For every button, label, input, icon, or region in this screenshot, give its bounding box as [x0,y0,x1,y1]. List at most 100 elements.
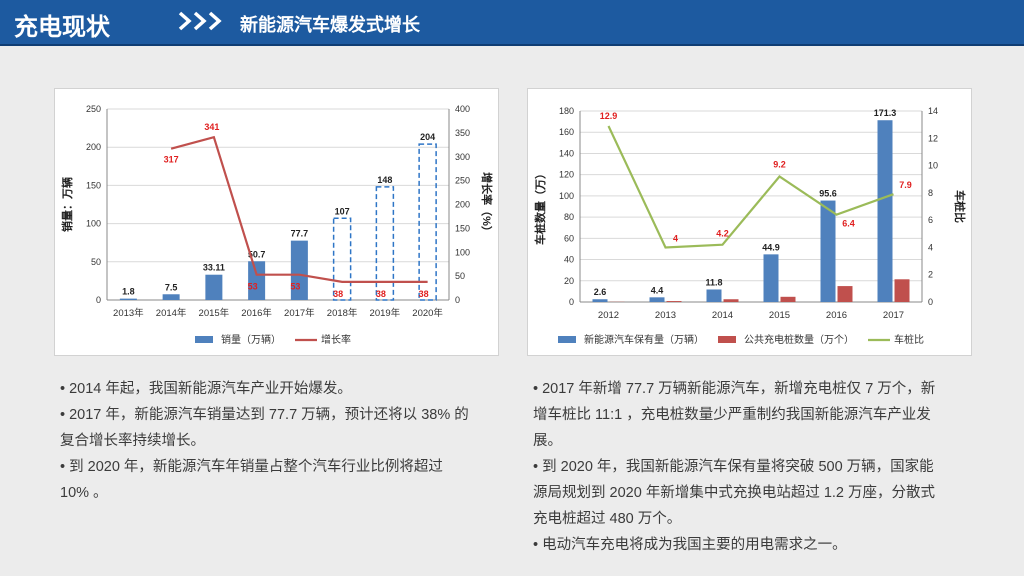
bar-projected [332,217,352,301]
bar [119,298,137,300]
x-tick-label: 2013年 [113,307,144,319]
y2-tick-label: 200 [455,200,470,210]
y-tick-label: 180 [559,106,574,116]
y2-tick-label: 100 [455,247,470,257]
note-right-line: • 到 2020 年，我国新能源汽车保有量将突破 500 万辆，国家能 [533,459,934,475]
header-bar: 充电现状 新能源汽车爆发式增长 [0,0,1024,46]
bar [877,120,893,303]
y2-tick-label: 2 [928,270,933,280]
bar [894,279,910,302]
line-data-label: 4.2 [716,229,729,239]
x-tick-label: 2016 [826,310,847,321]
bar [248,261,266,300]
bar-data-label: 95.6 [819,189,837,199]
ownership-chart-panel: 0 20 40 60 80 100 120 140 160 180 0 2 4 6 8 10 12 14 2012 2… [527,88,972,356]
bar [205,274,223,300]
x-tick-label: 2019年 [370,307,401,319]
y-tick-label: 60 [564,233,574,243]
x-tick-label: 2018年 [327,307,358,319]
y-tick-label: 100 [86,219,101,229]
y2-tick-label: 0 [455,295,460,305]
legend-label: 车桩比 [894,333,924,346]
x-tick-label: 2015年 [199,307,230,319]
bar-data-label: 4.4 [651,285,664,295]
x-tick-label: 2020年 [412,307,443,319]
x-tick-label: 2016年 [241,307,272,319]
notes-left: • 2014 年起，我国新能源汽车产业开始爆发。 • 2017 年，新能源汽车销量… [60,376,500,506]
note-left-line: • 到 2020 年，新能源汽车年销量占整个汽车行业比例将超过 [60,459,443,475]
bar-data-label: 1.8 [122,287,135,297]
y2-tick-label: 400 [455,104,470,114]
note-right-line: • 电动汽车充电将成为我国主要的用电需求之一。 [533,537,847,553]
legend-label: 公共充电桩数量（万个） [744,333,854,346]
bar-data-label: 204 [420,132,435,142]
bar [162,294,180,300]
y2-axis-title: 增长率（%） [480,172,494,237]
line-data-label: 38 [419,289,429,299]
y-tick-label: 140 [559,148,574,158]
line-data-label: 12.9 [600,111,618,121]
bar [780,296,796,302]
y2-tick-label: 0 [928,297,933,307]
y-axis-title: 销量：万辆 [60,177,74,232]
x-tick-label: 2014 [712,310,733,321]
x-tick-label: 2013 [655,310,676,321]
note-right-line: • 2017 年新增 77.7 万辆新能源汽车，新增充电桩仅 7 万个，新 [533,381,936,397]
bar-data-label: 77.7 [291,229,309,239]
bar [820,200,836,302]
x-tick-label: 2017 [883,310,904,321]
note-right-line: 增车桩比 11:1 ，充电桩数量少严重制约我国新能源汽车产业发 [533,407,931,423]
line-data-label: 4 [673,233,678,243]
bar-data-label: 33.11 [203,263,225,273]
chevron-right-icon [178,10,228,37]
series-line [607,125,894,249]
legend-swatch [718,336,736,343]
legend-label: 增长率 [321,333,351,346]
series-line [170,135,428,283]
x-tick-label: 2014年 [156,307,187,319]
y-tick-label: 150 [86,180,101,190]
y-axis-title: 车桩数量（万） [533,168,547,245]
y2-tick-label: 8 [928,188,933,198]
sales-chart: 0 50 100 150 200 250 0 50 100 150 200 250 300 350 400 2… [60,104,494,346]
sales-chart-panel: 0 50 100 150 200 250 0 50 100 150 200 250 300 350 400 2… [54,88,499,356]
x-tick-label: 2015 [769,310,790,321]
legend-swatch [558,336,576,343]
bar-data-label: 11.8 [705,277,722,287]
bar-data-label: 171.3 [874,108,897,118]
y2-tick-label: 250 [455,176,470,186]
y2-tick-label: 150 [455,223,470,233]
bar-data-label: 2.6 [594,287,607,297]
y2-tick-label: 350 [455,128,470,138]
y-tick-label: 200 [86,142,101,152]
bar-data-label: 50.7 [248,249,266,259]
note-left-line: • 2017 年，新能源汽车销量达到 77.7 万辆，预计还将以 38% 的 [60,407,469,423]
page-subtitle: 新能源汽车爆发式增长 [240,15,420,35]
y-tick-label: 0 [96,295,101,305]
bar-data-label: 7.5 [165,282,178,292]
y-tick-label: 40 [564,255,574,265]
line-data-label: 38 [333,289,343,299]
y-tick-label: 20 [564,276,574,286]
legend-label: 新能源汽车保有量（万辆） [584,333,704,346]
y-tick-label: 0 [569,297,574,307]
line-data-label: 6.4 [842,219,855,229]
legend-label: 销量（万辆） [221,333,281,346]
bar [763,254,779,302]
bar [666,301,682,302]
page-title: 充电现状 [14,14,110,41]
bar [723,299,739,302]
line-data-label: 341 [204,122,219,132]
y-tick-label: 120 [559,170,574,180]
bar [649,297,665,302]
bar [592,299,608,302]
line-data-label: 38 [376,289,386,299]
y2-tick-label: 4 [928,242,933,252]
note-left-line: • 2014 年起，我国新能源汽车产业开始爆发。 [60,381,352,397]
y2-tick-label: 10 [928,161,938,171]
y-tick-label: 160 [559,127,574,137]
y-tick-label: 100 [559,191,574,201]
y2-axis-title: 车桩比 [953,190,967,223]
legend-swatch [195,336,213,343]
y-tick-label: 250 [86,104,101,114]
